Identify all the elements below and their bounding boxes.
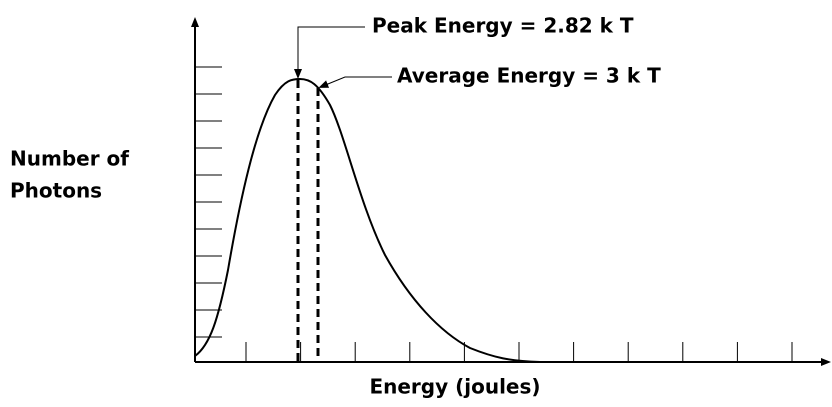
x-axis-label: Energy (joules) xyxy=(369,375,540,399)
y-axis-label: Number of xyxy=(10,147,129,171)
y-ticks xyxy=(195,66,222,338)
average-leader xyxy=(318,76,392,88)
distribution-curve xyxy=(194,77,560,363)
peak-leader xyxy=(294,26,365,79)
peak-label: Peak Energy = 2.82 k T xyxy=(372,14,634,38)
y-axis-label: Photons xyxy=(10,179,102,203)
average-label: Average Energy = 3 k T xyxy=(397,64,661,88)
x-ticks xyxy=(245,342,793,362)
